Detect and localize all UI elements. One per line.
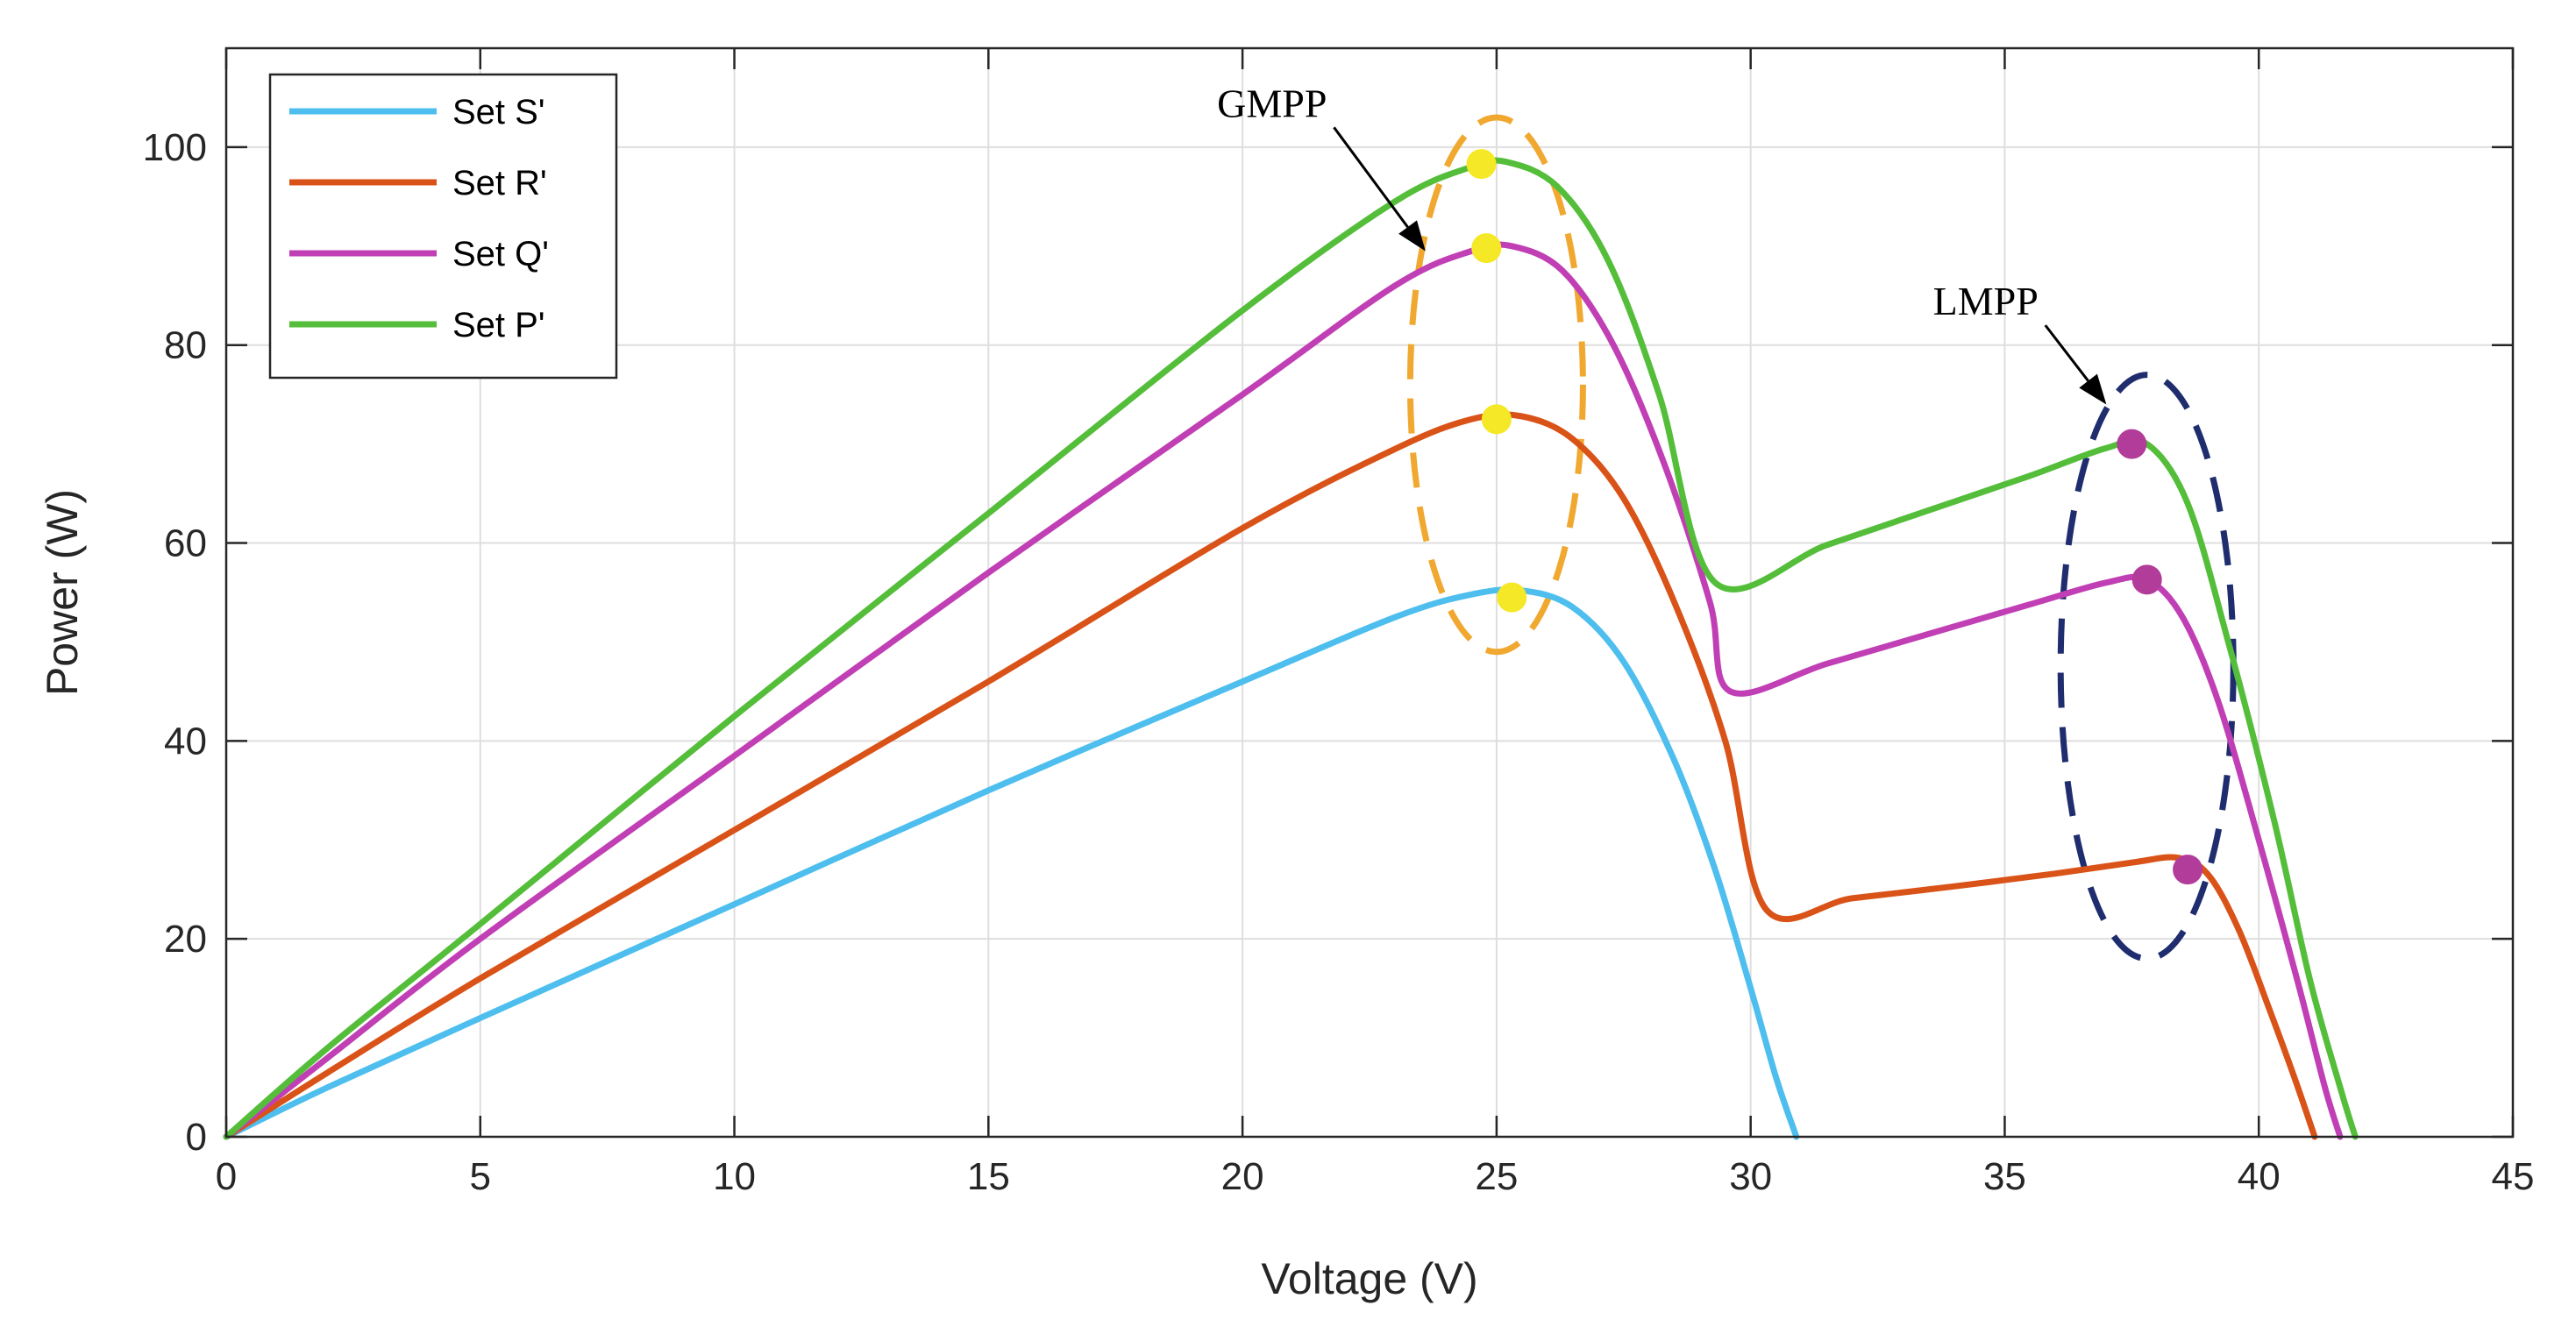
y-tick-label: 100 bbox=[143, 126, 207, 169]
annotation-ellipse bbox=[1406, 114, 1586, 656]
axis-ticks: 0 5 10 15 20 25 30 35 40 45 0 20 40 60 80 100 bbox=[143, 48, 2535, 1198]
annotation-arrow-line bbox=[2044, 324, 2089, 382]
x-tick-label: 5 bbox=[470, 1155, 491, 1198]
x-axis-label: Voltage (V) bbox=[1261, 1254, 1477, 1303]
y-tick-label: 40 bbox=[164, 720, 207, 763]
annotation-arrowhead bbox=[1398, 220, 1426, 252]
series-line bbox=[223, 586, 1800, 1140]
x-tick-label: 15 bbox=[967, 1155, 1010, 1198]
mpp-marker bbox=[2117, 429, 2147, 459]
mpp-markers bbox=[1466, 149, 2203, 885]
x-tick-label: 45 bbox=[2492, 1155, 2535, 1198]
legend-label: Set Q' bbox=[452, 235, 549, 273]
annotation-arrow-line bbox=[1333, 126, 1409, 229]
series-line bbox=[223, 157, 2359, 1140]
legend-box bbox=[268, 73, 618, 380]
legend: Set S' Set R' Set Q' Set P' bbox=[268, 73, 618, 380]
legend-label: Set S' bbox=[452, 93, 544, 131]
y-tick-label: 60 bbox=[164, 522, 207, 565]
mpp-marker bbox=[1497, 582, 1527, 613]
mpp-marker bbox=[1471, 233, 1502, 264]
x-tick-label: 25 bbox=[1475, 1155, 1518, 1198]
series-lines bbox=[223, 157, 2359, 1140]
mpp-marker bbox=[2131, 564, 2162, 595]
x-tick-label: 30 bbox=[1729, 1155, 1772, 1198]
y-axis-label: Power (W) bbox=[38, 489, 87, 696]
legend-label: Set R' bbox=[452, 164, 547, 202]
x-tick-label: 0 bbox=[216, 1155, 237, 1198]
mpp-marker bbox=[2173, 855, 2203, 885]
x-tick-label: 20 bbox=[1221, 1155, 1264, 1198]
annotation-label: LMPP bbox=[1933, 279, 2039, 323]
x-tick-label: 40 bbox=[2238, 1155, 2281, 1198]
mpp-marker bbox=[1481, 404, 1512, 435]
annotation-arrowhead bbox=[2079, 373, 2107, 405]
series-line bbox=[223, 241, 2344, 1140]
y-tick-label: 80 bbox=[164, 324, 207, 367]
y-tick-label: 20 bbox=[164, 918, 207, 961]
annotation-label: GMPP bbox=[1217, 81, 1327, 125]
y-tick-label: 0 bbox=[186, 1116, 207, 1159]
legend-label: Set P' bbox=[452, 306, 544, 344]
annotation-arrows: GMPP LMPP bbox=[1217, 81, 2107, 405]
x-tick-label: 10 bbox=[713, 1155, 756, 1198]
x-tick-label: 35 bbox=[1983, 1155, 2026, 1198]
mpp-marker bbox=[1466, 149, 1497, 180]
axes-frame bbox=[224, 46, 2515, 1139]
